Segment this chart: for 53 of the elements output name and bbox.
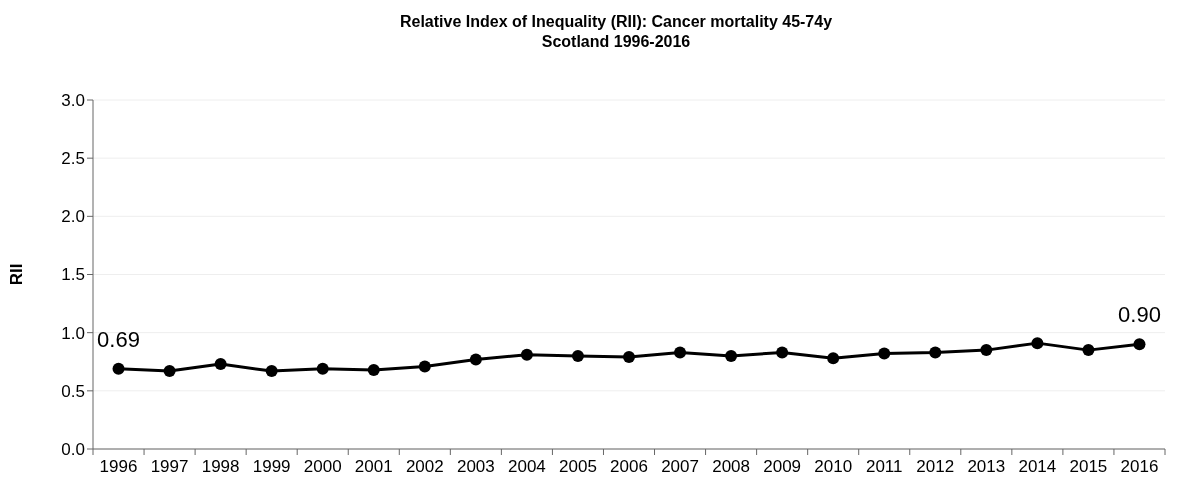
point — [418, 360, 431, 373]
point — [1082, 344, 1095, 357]
point — [367, 363, 380, 376]
x-tick-label: 1999 — [252, 457, 291, 476]
x-tick-label: 2000 — [303, 457, 342, 476]
point — [776, 346, 789, 359]
y-tick-label: 1.5 — [61, 265, 85, 285]
x-tick-label: 2010 — [814, 457, 853, 476]
point — [725, 349, 738, 362]
y-tick-label: 2.5 — [61, 149, 85, 169]
x-tick-label: 2004 — [507, 457, 546, 476]
x-tick-label: 2011 — [865, 457, 903, 476]
y-tick-label: 2.0 — [61, 207, 85, 227]
point — [1133, 338, 1146, 351]
y-tick-label: 1.0 — [61, 323, 85, 343]
point — [929, 346, 942, 359]
point — [316, 362, 329, 375]
x-tick-label: 2015 — [1069, 457, 1108, 476]
point — [980, 344, 993, 357]
x-tick-label: 2009 — [763, 457, 802, 476]
x-tick-label: 1997 — [150, 457, 189, 476]
point — [265, 365, 278, 378]
x-tick-label: 2008 — [712, 457, 751, 476]
point — [520, 348, 533, 361]
x-tick-label: 2005 — [559, 457, 597, 476]
point — [878, 347, 891, 360]
x-tick-label: 2014 — [1018, 457, 1057, 476]
x-tick-label: 1998 — [201, 457, 240, 476]
point — [571, 349, 584, 362]
point — [674, 346, 687, 359]
y-axis-title: RII — [7, 263, 26, 286]
point — [1031, 337, 1044, 350]
point — [163, 365, 176, 378]
y-tick-label: 0.5 — [61, 381, 85, 401]
chart-title: Relative Index of Inequality (RII): Cancer mortality 45-74y Scotland 1996-2016 — [399, 13, 833, 50]
x-tick-label: 2001 — [354, 457, 393, 476]
y-tick-label: 0.0 — [61, 439, 85, 459]
x-tick-label: 2007 — [661, 457, 699, 476]
data-label: 0.90 — [1118, 302, 1161, 328]
x-tick-label: 2013 — [967, 457, 1006, 476]
x-tick-label: 1996 — [99, 457, 138, 476]
point — [112, 362, 125, 375]
point — [623, 351, 635, 364]
x-tick-label: 2016 — [1120, 457, 1159, 476]
point — [827, 352, 840, 365]
x-tick-label: 2003 — [456, 457, 495, 476]
x-tick-label: 2012 — [916, 457, 955, 476]
point — [469, 353, 482, 366]
x-tick-label: 2006 — [610, 457, 648, 476]
data-label: 0.69 — [97, 326, 140, 352]
y-tick-label: 3.0 — [61, 90, 85, 110]
x-tick-label: 2002 — [405, 457, 444, 476]
point — [214, 358, 227, 371]
